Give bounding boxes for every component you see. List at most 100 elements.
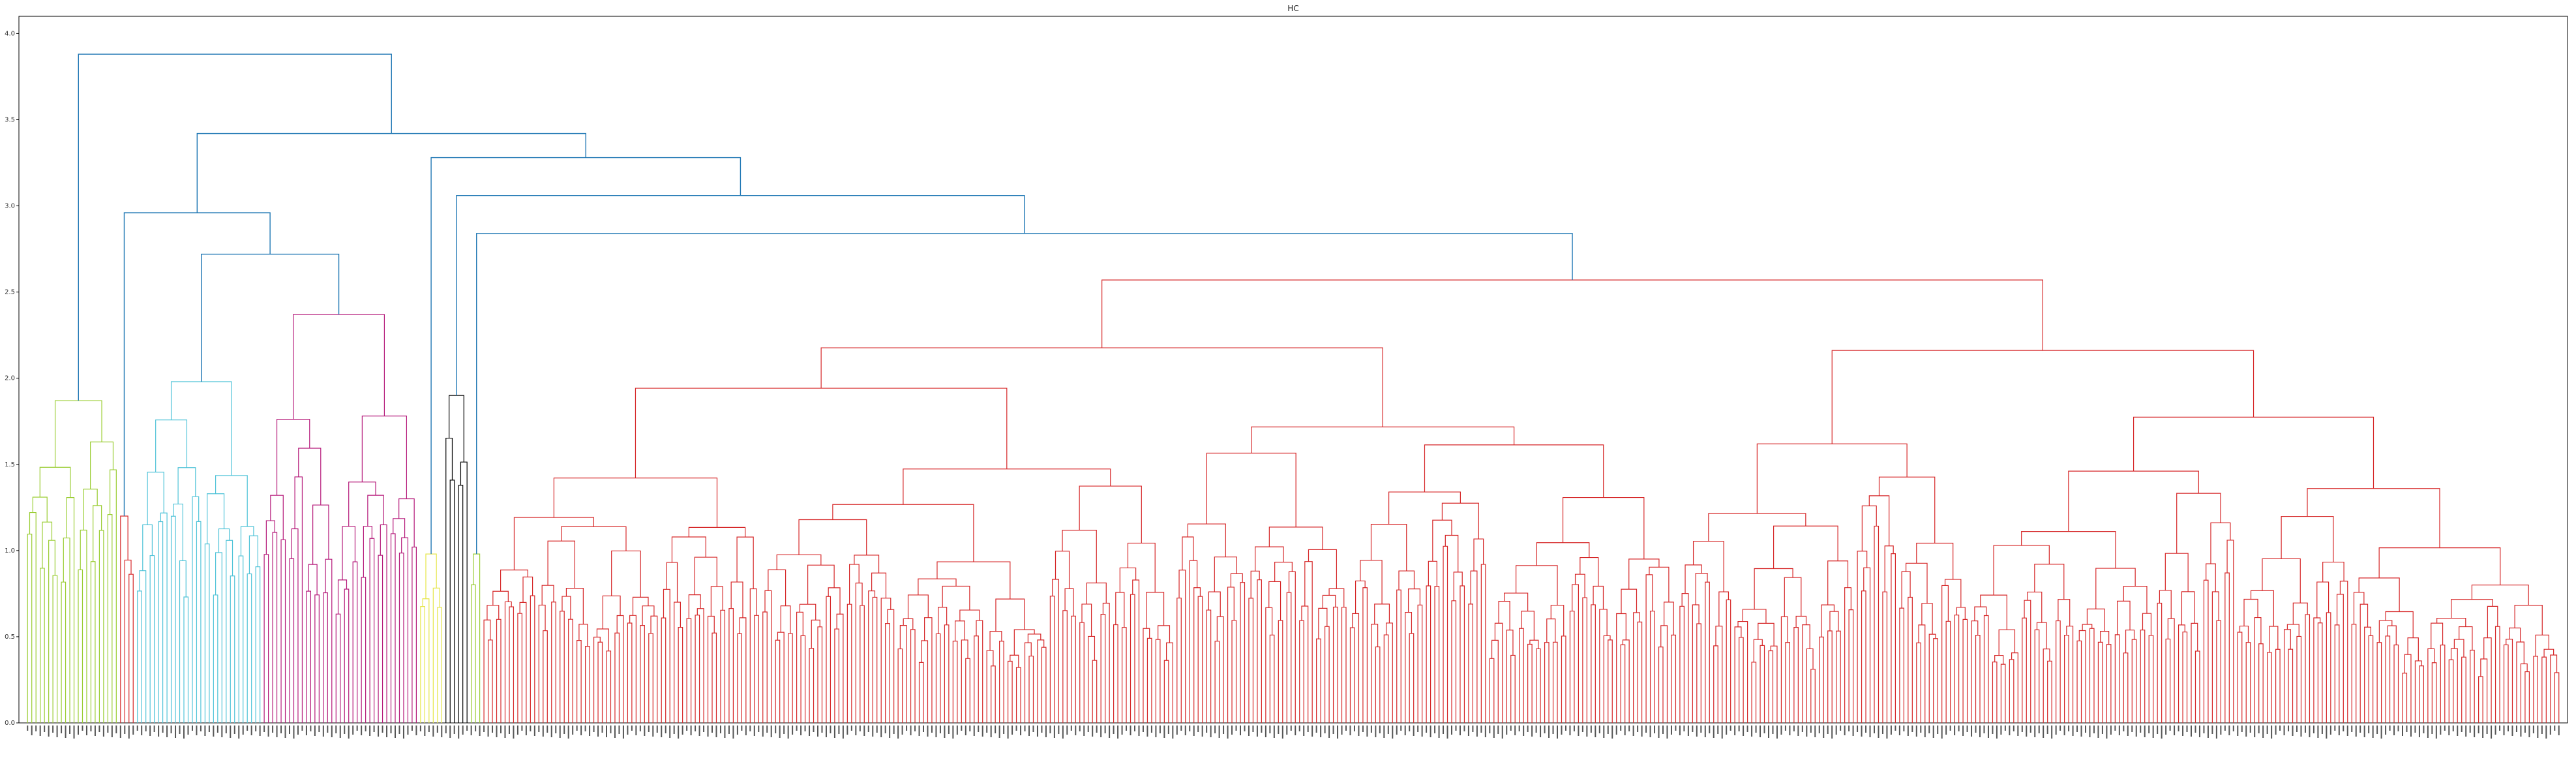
dendrogram-link [834,628,839,723]
leaf-label [2009,726,2011,735]
leaf-label [1945,726,1947,735]
dendrogram-link [849,564,860,605]
dendrogram-merge-link [430,157,741,555]
dendrogram-link [160,512,168,723]
dendrogram-link [1941,585,1949,723]
leaf-label [470,726,472,735]
dendrogram-link [1510,654,1516,723]
dendrogram-link [487,605,500,620]
leaf-label [162,726,164,733]
leaf-label [1632,726,1634,736]
leaf-label [1337,726,1339,739]
dendrogram-link [213,594,218,723]
leaf-label [85,726,87,735]
leaf-label [1595,726,1596,737]
dendrogram-link [1994,654,2004,665]
leaf-label [1295,726,1296,735]
dendrogram-link [1278,620,1283,723]
leaf-label [1353,726,1355,731]
leaf-label [1092,726,1094,737]
leaf-label [1434,726,1436,733]
leaf-label [475,726,477,731]
leaf-label [1510,726,1512,731]
dendrogram-link [2066,626,2074,723]
dendrogram-link [1132,579,1140,723]
leaf-label [2157,726,2159,734]
leaf-label [1670,726,1672,735]
leaf-label [1738,726,1740,731]
dendrogram-link [1753,639,1763,662]
leaf-label [986,726,988,733]
leaf-label [1349,726,1351,735]
dendrogram-link [1739,637,1744,723]
leaf-label [479,726,481,736]
dendrogram-link [1187,523,1226,557]
leaf-label [2211,726,2213,734]
dendrogram-link [2269,626,2279,653]
dendrogram-link [2336,594,2344,723]
leaf-label [318,726,320,732]
dendrogram-link [2226,540,2234,723]
leaf-label [1751,726,1753,737]
dendrogram-link [1713,645,1718,723]
dendrogram-link [2359,604,2369,723]
dendrogram-link [420,606,425,723]
leaf-label [965,726,966,735]
leaf-label [204,726,206,736]
leaf-label [2254,726,2256,737]
leaf-label [1100,726,1102,737]
leaf-label [1827,726,1829,734]
dendrogram-link [1998,629,2016,656]
dendrogram-link [1916,642,1921,723]
dendrogram-link [2296,635,2302,723]
leaf-label [1413,726,1415,736]
dendrogram-link [1451,600,1457,723]
dendrogram-link [1956,607,1966,620]
dendrogram-link [2245,642,2251,723]
leaf-label [382,726,383,733]
leaf-label [1379,726,1381,733]
dendrogram-link [2181,591,2195,625]
dendrogram-link [1660,625,1668,723]
dendrogram-link [2514,604,2543,635]
dendrogram-link [918,578,957,595]
dendrogram-link [1645,574,1653,723]
leaf-label [2508,726,2509,731]
dendrogram-link [663,588,670,723]
dendrogram-link [2378,547,2501,585]
leaf-label [2457,726,2459,736]
leaf-label [1286,726,1288,735]
leaf-label [2271,726,2273,739]
leaf-label [356,726,358,731]
leaf-label [698,726,700,736]
dendrogram-link [1370,523,1407,572]
leaf-label [1463,726,1465,731]
dendrogram-link [460,461,468,723]
leaf-label [2461,726,2463,732]
dendrogram-link [1268,527,1323,550]
dendrogram-link [2524,671,2530,723]
leaf-label [1066,726,1068,735]
dendrogram-link [826,596,831,723]
leaf-label [1290,726,1292,731]
dendrogram-link [1208,591,1221,617]
leaf-label [2186,726,2188,732]
leaf-label [2059,726,2061,731]
dendrogram-link [1878,476,1936,543]
leaf-label [2469,726,2471,733]
dendrogram-link [2427,648,2435,723]
leaf-label [1598,726,1600,733]
leaf-label [1548,726,1550,738]
leaf-label [1743,726,1745,736]
leaf-label [1814,726,1816,737]
dendrogram-link [61,581,67,723]
dendrogram-link [2431,622,2444,649]
dendrogram-link [1622,639,1630,723]
dendrogram-link [1921,603,1933,635]
leaf-label [1987,726,1989,738]
leaf-label [436,726,438,733]
dendrogram-link [2133,416,2374,489]
dendrogram-link [1189,560,1198,723]
leaf-label [567,726,569,739]
dendrogram-link [1428,560,1437,587]
